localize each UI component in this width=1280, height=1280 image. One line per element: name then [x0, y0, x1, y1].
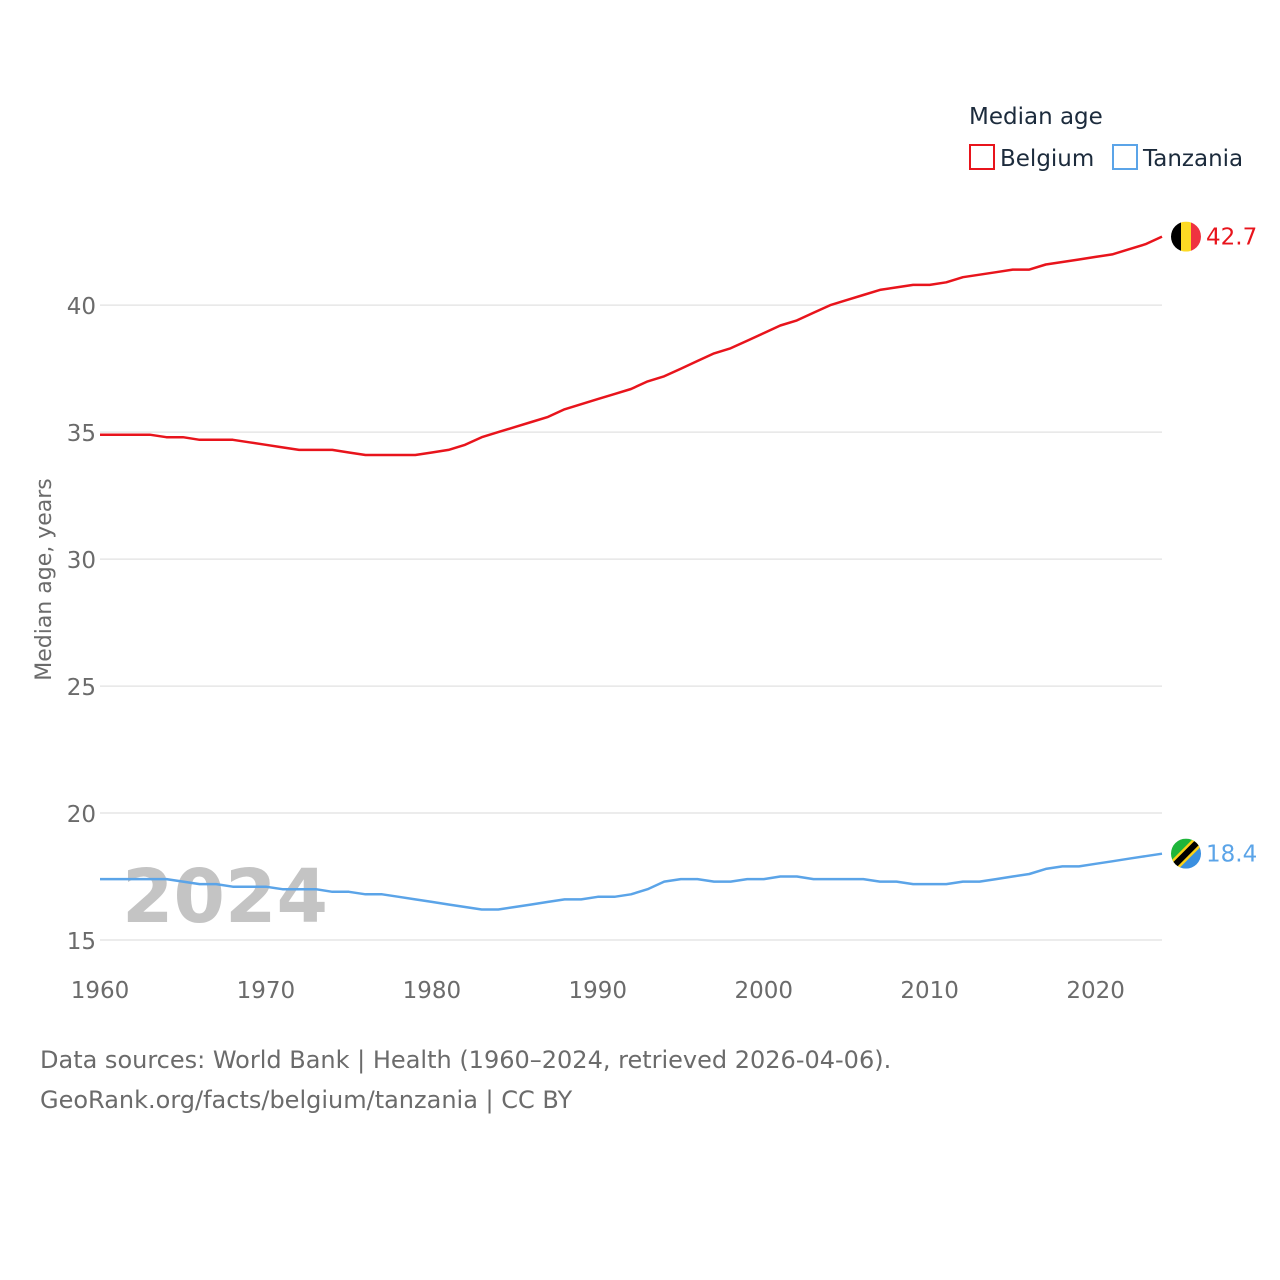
- y-tick-label: 30: [67, 548, 96, 574]
- y-tick-label: 25: [67, 675, 96, 701]
- x-tick-label: 1960: [71, 978, 130, 1004]
- y-tick-label: 40: [67, 294, 96, 320]
- y-tick-label: 35: [67, 421, 96, 447]
- y-tick-label: 15: [67, 929, 96, 955]
- y-tick-label: 20: [67, 802, 96, 828]
- series-line-tanzania: [100, 852, 1163, 911]
- legend-title: Median age: [969, 104, 1103, 130]
- line-chart: 15 20 25 30 35 40 1960 1970 1980 1990 2000 2010 2020…: [32, 104, 1257, 1004]
- x-tick-label: 2000: [734, 978, 793, 1004]
- tanzania-flag-icon: [1171, 838, 1201, 869]
- y-axis-label: Median age, years: [32, 478, 57, 681]
- x-tick-label: 1980: [403, 978, 462, 1004]
- source-url-text: GeoRank.org/facts/belgium/tanzania | CC …: [40, 1086, 573, 1114]
- x-tick-label: 2020: [1066, 978, 1125, 1004]
- end-value-label-belgium: 42.7: [1206, 225, 1257, 251]
- x-tick-label: 2010: [900, 978, 959, 1004]
- belgium-flag-icon: [1171, 221, 1201, 252]
- legend-swatch-belgium: [969, 144, 995, 170]
- series-line-belgium: [100, 235, 1163, 457]
- end-value-label-tanzania: 18.4: [1206, 842, 1257, 868]
- x-tick-label: 1970: [237, 978, 296, 1004]
- x-tick-label: 1990: [569, 978, 628, 1004]
- footer: Data sources: World Bank | Health (1960–…: [40, 1040, 891, 1120]
- legend-label-tanzania: Tanzania: [1142, 146, 1243, 172]
- legend-swatch-tanzania: [1112, 144, 1138, 170]
- data-sources-text: Data sources: World Bank | Health (1960–…: [40, 1046, 892, 1074]
- legend-label-belgium: Belgium: [1000, 146, 1094, 172]
- year-watermark: 2024: [122, 854, 328, 940]
